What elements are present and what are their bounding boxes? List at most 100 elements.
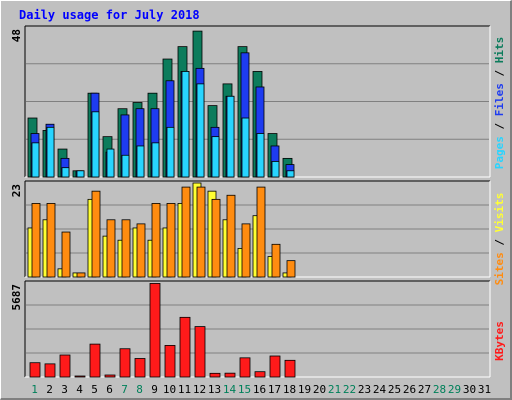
day-label: 1	[31, 383, 38, 396]
day-label: 14	[223, 383, 237, 396]
legend-entry-pages: Pages	[493, 136, 506, 169]
bar-pages-day-8	[136, 145, 145, 178]
bar-sites-day-3	[61, 231, 71, 278]
bar-sites-day-14	[226, 194, 236, 278]
bar-sites-day-8	[136, 223, 146, 278]
bar-sites-day-10	[166, 203, 176, 278]
bar-kbytes-day-14	[224, 372, 236, 378]
bar-pages-day-9	[151, 142, 160, 178]
day-label: 25	[388, 383, 401, 396]
legend-entry-files: Files	[493, 83, 506, 116]
day-label: 4	[76, 383, 83, 396]
bar-pages-day-3	[61, 167, 70, 178]
bar-kbytes-day-1	[29, 362, 41, 378]
bar-sites-day-18	[286, 260, 296, 278]
day-label: 5	[91, 383, 98, 396]
day-label: 2	[46, 383, 53, 396]
day-label: 15	[238, 383, 251, 396]
bar-sites-day-1	[31, 203, 41, 278]
bar-sites-day-17	[271, 243, 281, 278]
bar-sites-day-6	[106, 219, 116, 278]
bar-kbytes-day-16	[254, 371, 266, 378]
day-label: 23	[358, 383, 371, 396]
day-label: 9	[151, 383, 158, 396]
panel-legend: KBytes	[493, 321, 506, 361]
panel-legend: Sites / Visits	[493, 193, 506, 286]
bar-pages-day-4	[76, 170, 85, 178]
day-label: 26	[403, 383, 416, 396]
bar-pages-day-15	[241, 117, 250, 178]
day-label: 19	[298, 383, 311, 396]
bar-sites-day-15	[241, 223, 251, 278]
bar-kbytes-day-2	[44, 363, 56, 378]
day-label: 3	[61, 383, 68, 396]
bar-sites-day-5	[91, 190, 101, 278]
day-label: 22	[343, 383, 356, 396]
bar-sites-day-2	[46, 203, 56, 278]
bar-pages-day-7	[121, 154, 130, 178]
bar-pages-day-6	[106, 148, 115, 178]
bar-kbytes-day-15	[239, 357, 251, 378]
day-label: 10	[163, 383, 176, 396]
bar-sites-day-16	[256, 186, 266, 278]
bar-kbytes-day-12	[194, 326, 206, 378]
chart-title: Daily usage for July 2018	[19, 8, 200, 22]
bar-pages-day-12	[196, 83, 205, 178]
day-label: 18	[283, 383, 296, 396]
panel-ymax-label: 5687	[10, 284, 23, 311]
day-label: 31	[478, 383, 491, 396]
bar-pages-day-13	[211, 136, 220, 178]
day-label: 11	[178, 383, 191, 396]
bar-pages-day-14	[226, 95, 235, 178]
bar-kbytes-day-13	[209, 372, 221, 378]
bar-sites-day-4	[76, 272, 86, 278]
day-label: 16	[253, 383, 266, 396]
day-label: 12	[193, 383, 206, 396]
legend-separator: /	[493, 63, 506, 83]
panel-ymax-label: 48	[10, 29, 23, 42]
legend-entry-hits: Hits	[493, 37, 506, 64]
day-label: 17	[268, 383, 281, 396]
bar-kbytes-day-17	[269, 355, 281, 378]
day-label: 24	[373, 383, 387, 396]
bar-kbytes-day-5	[89, 343, 101, 378]
bar-pages-day-17	[271, 161, 280, 178]
bar-kbytes-day-3	[59, 354, 71, 378]
legend-separator: /	[493, 116, 506, 136]
bar-pages-day-1	[31, 142, 40, 178]
day-label: 27	[418, 383, 431, 396]
legend-entry-visits: Visits	[493, 193, 506, 233]
bar-sites-day-12	[196, 186, 206, 278]
legend-entry-kbytes: KBytes	[493, 321, 506, 361]
bar-sites-day-7	[121, 219, 131, 278]
bar-sites-day-9	[151, 203, 161, 278]
bar-kbytes-day-18	[284, 359, 296, 378]
day-label: 6	[106, 383, 113, 396]
panel-kbytes: 5687 KBytes	[10, 280, 506, 378]
bar-pages-day-16	[256, 133, 265, 178]
day-label: 13	[208, 383, 221, 396]
day-label: 30	[463, 383, 476, 396]
day-label: 28	[433, 383, 446, 396]
legend-entry-sites: Sites	[493, 252, 506, 285]
bar-kbytes-day-7	[119, 348, 131, 378]
bar-sites-day-13	[211, 198, 221, 278]
panel-legend: Pages / Files / Hits	[493, 37, 506, 170]
legend-separator: /	[493, 232, 506, 252]
bar-kbytes-day-9	[149, 283, 161, 378]
bar-kbytes-day-6	[104, 374, 116, 378]
bar-kbytes-day-10	[164, 345, 176, 378]
day-label: 8	[136, 383, 143, 396]
day-label: 21	[328, 383, 341, 396]
bar-pages-day-2	[46, 126, 55, 178]
bar-kbytes-day-11	[179, 316, 191, 378]
day-label: 20	[313, 383, 326, 396]
day-label: 29	[448, 383, 461, 396]
bar-pages-day-10	[166, 126, 175, 178]
panel-hits: 48 Pages / Files / Hits	[10, 25, 506, 178]
panel-ymax-label: 23	[10, 184, 23, 197]
bar-sites-day-11	[181, 186, 191, 278]
bar-pages-day-5	[91, 111, 100, 178]
